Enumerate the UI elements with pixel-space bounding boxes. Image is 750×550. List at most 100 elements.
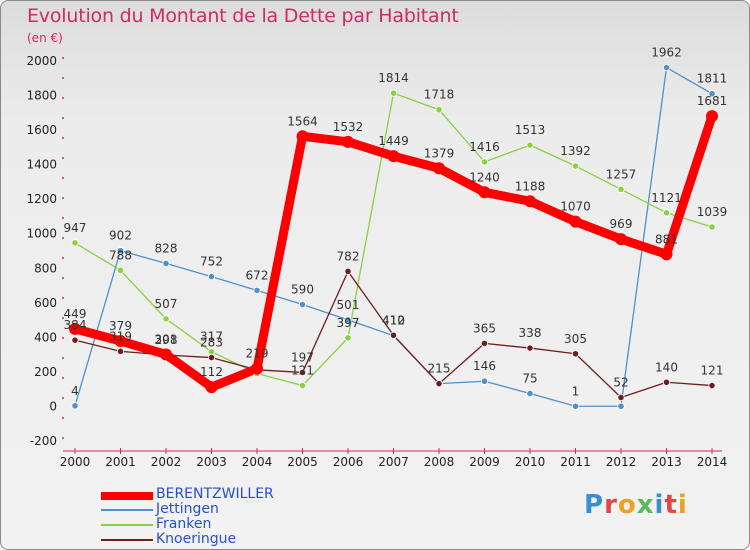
data-point	[205, 381, 218, 394]
legend-swatch	[101, 509, 153, 511]
data-label: 52	[613, 375, 628, 389]
y-tick-label: 400	[34, 330, 57, 344]
data-label: 283	[200, 336, 223, 350]
x-tick-label: 2005	[287, 455, 318, 469]
data-label: 1449	[378, 134, 409, 148]
data-point	[69, 322, 81, 335]
data-point	[706, 110, 718, 123]
data-label: 384	[64, 318, 87, 332]
data-label: 121	[701, 364, 724, 378]
data-label: 319	[109, 329, 132, 343]
legend-swatch	[101, 524, 153, 526]
y-tick-label: 600	[34, 296, 57, 310]
data-label: 1070	[560, 200, 591, 214]
data-label: 121	[291, 364, 314, 378]
x-tick-label: 2003	[196, 455, 227, 469]
data-label: 1814	[378, 71, 409, 85]
data-label: 410	[382, 314, 405, 328]
data-label: 1811	[697, 72, 728, 86]
data-label: 379	[109, 319, 132, 333]
y-tick-label: 200	[34, 365, 57, 379]
data-label: 902	[109, 229, 132, 243]
data-label: 507	[155, 297, 178, 311]
data-label: 301	[155, 332, 178, 346]
series-points	[69, 63, 718, 410]
data-label: 219	[246, 347, 269, 361]
data-label: 752	[200, 255, 223, 269]
data-label: 788	[109, 248, 132, 262]
x-tick-label: 2007	[378, 455, 409, 469]
data-point	[615, 233, 627, 246]
data-point	[480, 339, 489, 348]
data-label: 1416	[469, 140, 500, 154]
data-label: 146	[473, 359, 496, 373]
data-point	[116, 247, 125, 255]
data-point	[344, 316, 352, 324]
data-label: 338	[519, 326, 542, 340]
data-point	[480, 158, 489, 166]
data-label: 1681	[697, 94, 728, 108]
legend-swatch	[101, 539, 153, 541]
data-point	[71, 336, 79, 344]
data-label: 365	[473, 321, 496, 335]
data-label: 1532	[333, 120, 364, 134]
y-tick-label: 0	[49, 399, 57, 413]
data-label: 412	[382, 313, 405, 327]
data-point	[116, 266, 125, 274]
y-tick-label: 800	[34, 261, 57, 275]
data-point	[569, 215, 582, 228]
axis-ticks: -200 0 200 400 600 800 1000 1200 1400 1600 1800 200…	[26, 54, 727, 469]
data-point	[114, 334, 127, 347]
data-point	[342, 135, 354, 148]
data-point	[480, 377, 489, 385]
data-label: 1240	[469, 170, 500, 184]
x-tick-label: 2004	[242, 455, 273, 469]
x-tick-label: 2013	[651, 455, 682, 469]
data-label: 449	[64, 307, 87, 321]
x-tick-label: 2008	[424, 455, 455, 469]
data-point	[298, 368, 307, 377]
data-point	[660, 248, 673, 261]
x-tick-label: 2002	[151, 455, 182, 469]
data-label: 881	[655, 232, 678, 246]
legend-label: Knoeringue	[156, 531, 237, 547]
data-label: 140	[655, 360, 678, 374]
data-point	[162, 315, 170, 323]
legend-swatch	[101, 492, 153, 500]
data-point	[162, 259, 170, 268]
data-point	[389, 331, 398, 339]
x-tick-label: 2012	[606, 455, 637, 469]
data-label: 782	[337, 249, 360, 263]
y-tick-label: 1800	[26, 89, 57, 103]
data-point	[207, 272, 216, 281]
data-point	[571, 402, 580, 410]
data-label: 1039	[697, 205, 728, 219]
x-tick-label: 2011	[560, 455, 591, 469]
data-point	[435, 380, 443, 388]
x-tick-label: 2014	[697, 455, 728, 469]
y-tick-label: -200	[30, 434, 57, 448]
data-point	[526, 141, 534, 149]
data-label: 317	[200, 330, 223, 344]
data-label: 501	[337, 298, 360, 312]
y-tick-label: 2000	[26, 54, 57, 68]
y-tick-label: 1400	[26, 158, 57, 172]
chart-title: Evolution du Montant de la Dette par Hab…	[27, 5, 459, 27]
data-label: 1718	[424, 88, 455, 102]
x-tick-label: 2009	[469, 455, 500, 469]
data-point	[662, 209, 671, 217]
x-tick-label: 2010	[515, 455, 546, 469]
data-point	[389, 89, 398, 97]
y-tick-label: 1200	[26, 192, 57, 206]
data-label: 397	[337, 316, 360, 330]
data-point	[160, 348, 172, 361]
data-point	[708, 223, 716, 231]
data-point	[298, 300, 307, 309]
data-label: 197	[291, 350, 314, 364]
data-label: 1	[572, 384, 580, 398]
data-label: 1513	[515, 123, 546, 137]
data-label: 672	[246, 268, 269, 282]
data-point	[571, 350, 580, 358]
y-tick-label: 1000	[26, 227, 57, 241]
